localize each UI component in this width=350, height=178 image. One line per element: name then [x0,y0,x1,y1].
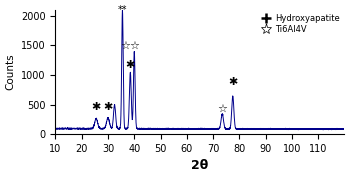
Text: ✱: ✱ [103,102,113,112]
Text: ☆: ☆ [217,104,227,114]
Text: ☆: ☆ [120,41,130,51]
Text: ✱: ✱ [91,102,101,112]
X-axis label: 2θ: 2θ [191,159,209,172]
Text: **: ** [118,5,127,15]
Legend: Hydroxyapatite, Ti6Al4V: Hydroxyapatite, Ti6Al4V [256,12,342,35]
Text: ☆: ☆ [129,41,139,51]
Text: ✱: ✱ [126,60,135,70]
Text: ✱: ✱ [228,77,238,87]
Y-axis label: Counts: Counts [6,54,15,90]
